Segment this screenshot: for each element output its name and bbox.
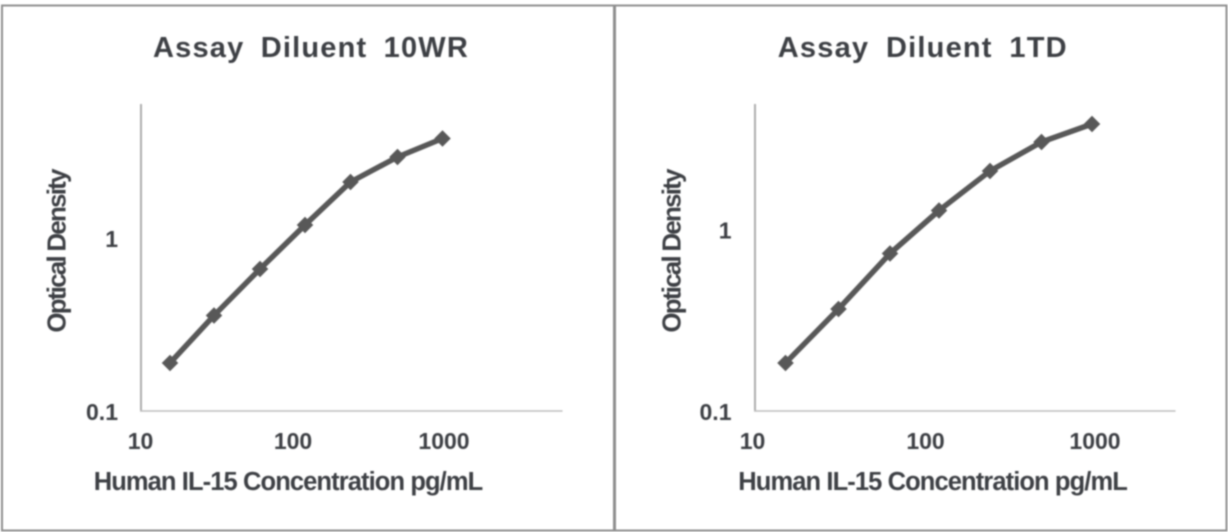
svg-text:1: 1 xyxy=(719,218,732,244)
svg-text:10: 10 xyxy=(740,428,766,454)
svg-text:Assay Diluent 1TD: Assay Diluent 1TD xyxy=(778,32,1068,64)
svg-text:1: 1 xyxy=(105,226,118,252)
svg-text:100: 100 xyxy=(906,428,944,454)
svg-text:Human IL-15 Concentration pg/m: Human IL-15 Concentration pg/mL xyxy=(738,468,1127,496)
svg-text:100: 100 xyxy=(274,428,312,454)
svg-text:Human IL-15 Concentration pg/m: Human IL-15 Concentration pg/mL xyxy=(94,468,483,496)
svg-text:1000: 1000 xyxy=(418,428,469,454)
svg-text:0.1: 0.1 xyxy=(86,399,118,425)
svg-text:Optical Density: Optical Density xyxy=(657,168,687,333)
svg-text:Optical Density: Optical Density xyxy=(42,168,72,333)
svg-text:0.1: 0.1 xyxy=(700,399,732,425)
svg-text:1000: 1000 xyxy=(1069,428,1120,454)
svg-text:Assay Diluent 10WR: Assay Diluent 10WR xyxy=(153,32,469,64)
svg-text:10: 10 xyxy=(128,428,154,454)
